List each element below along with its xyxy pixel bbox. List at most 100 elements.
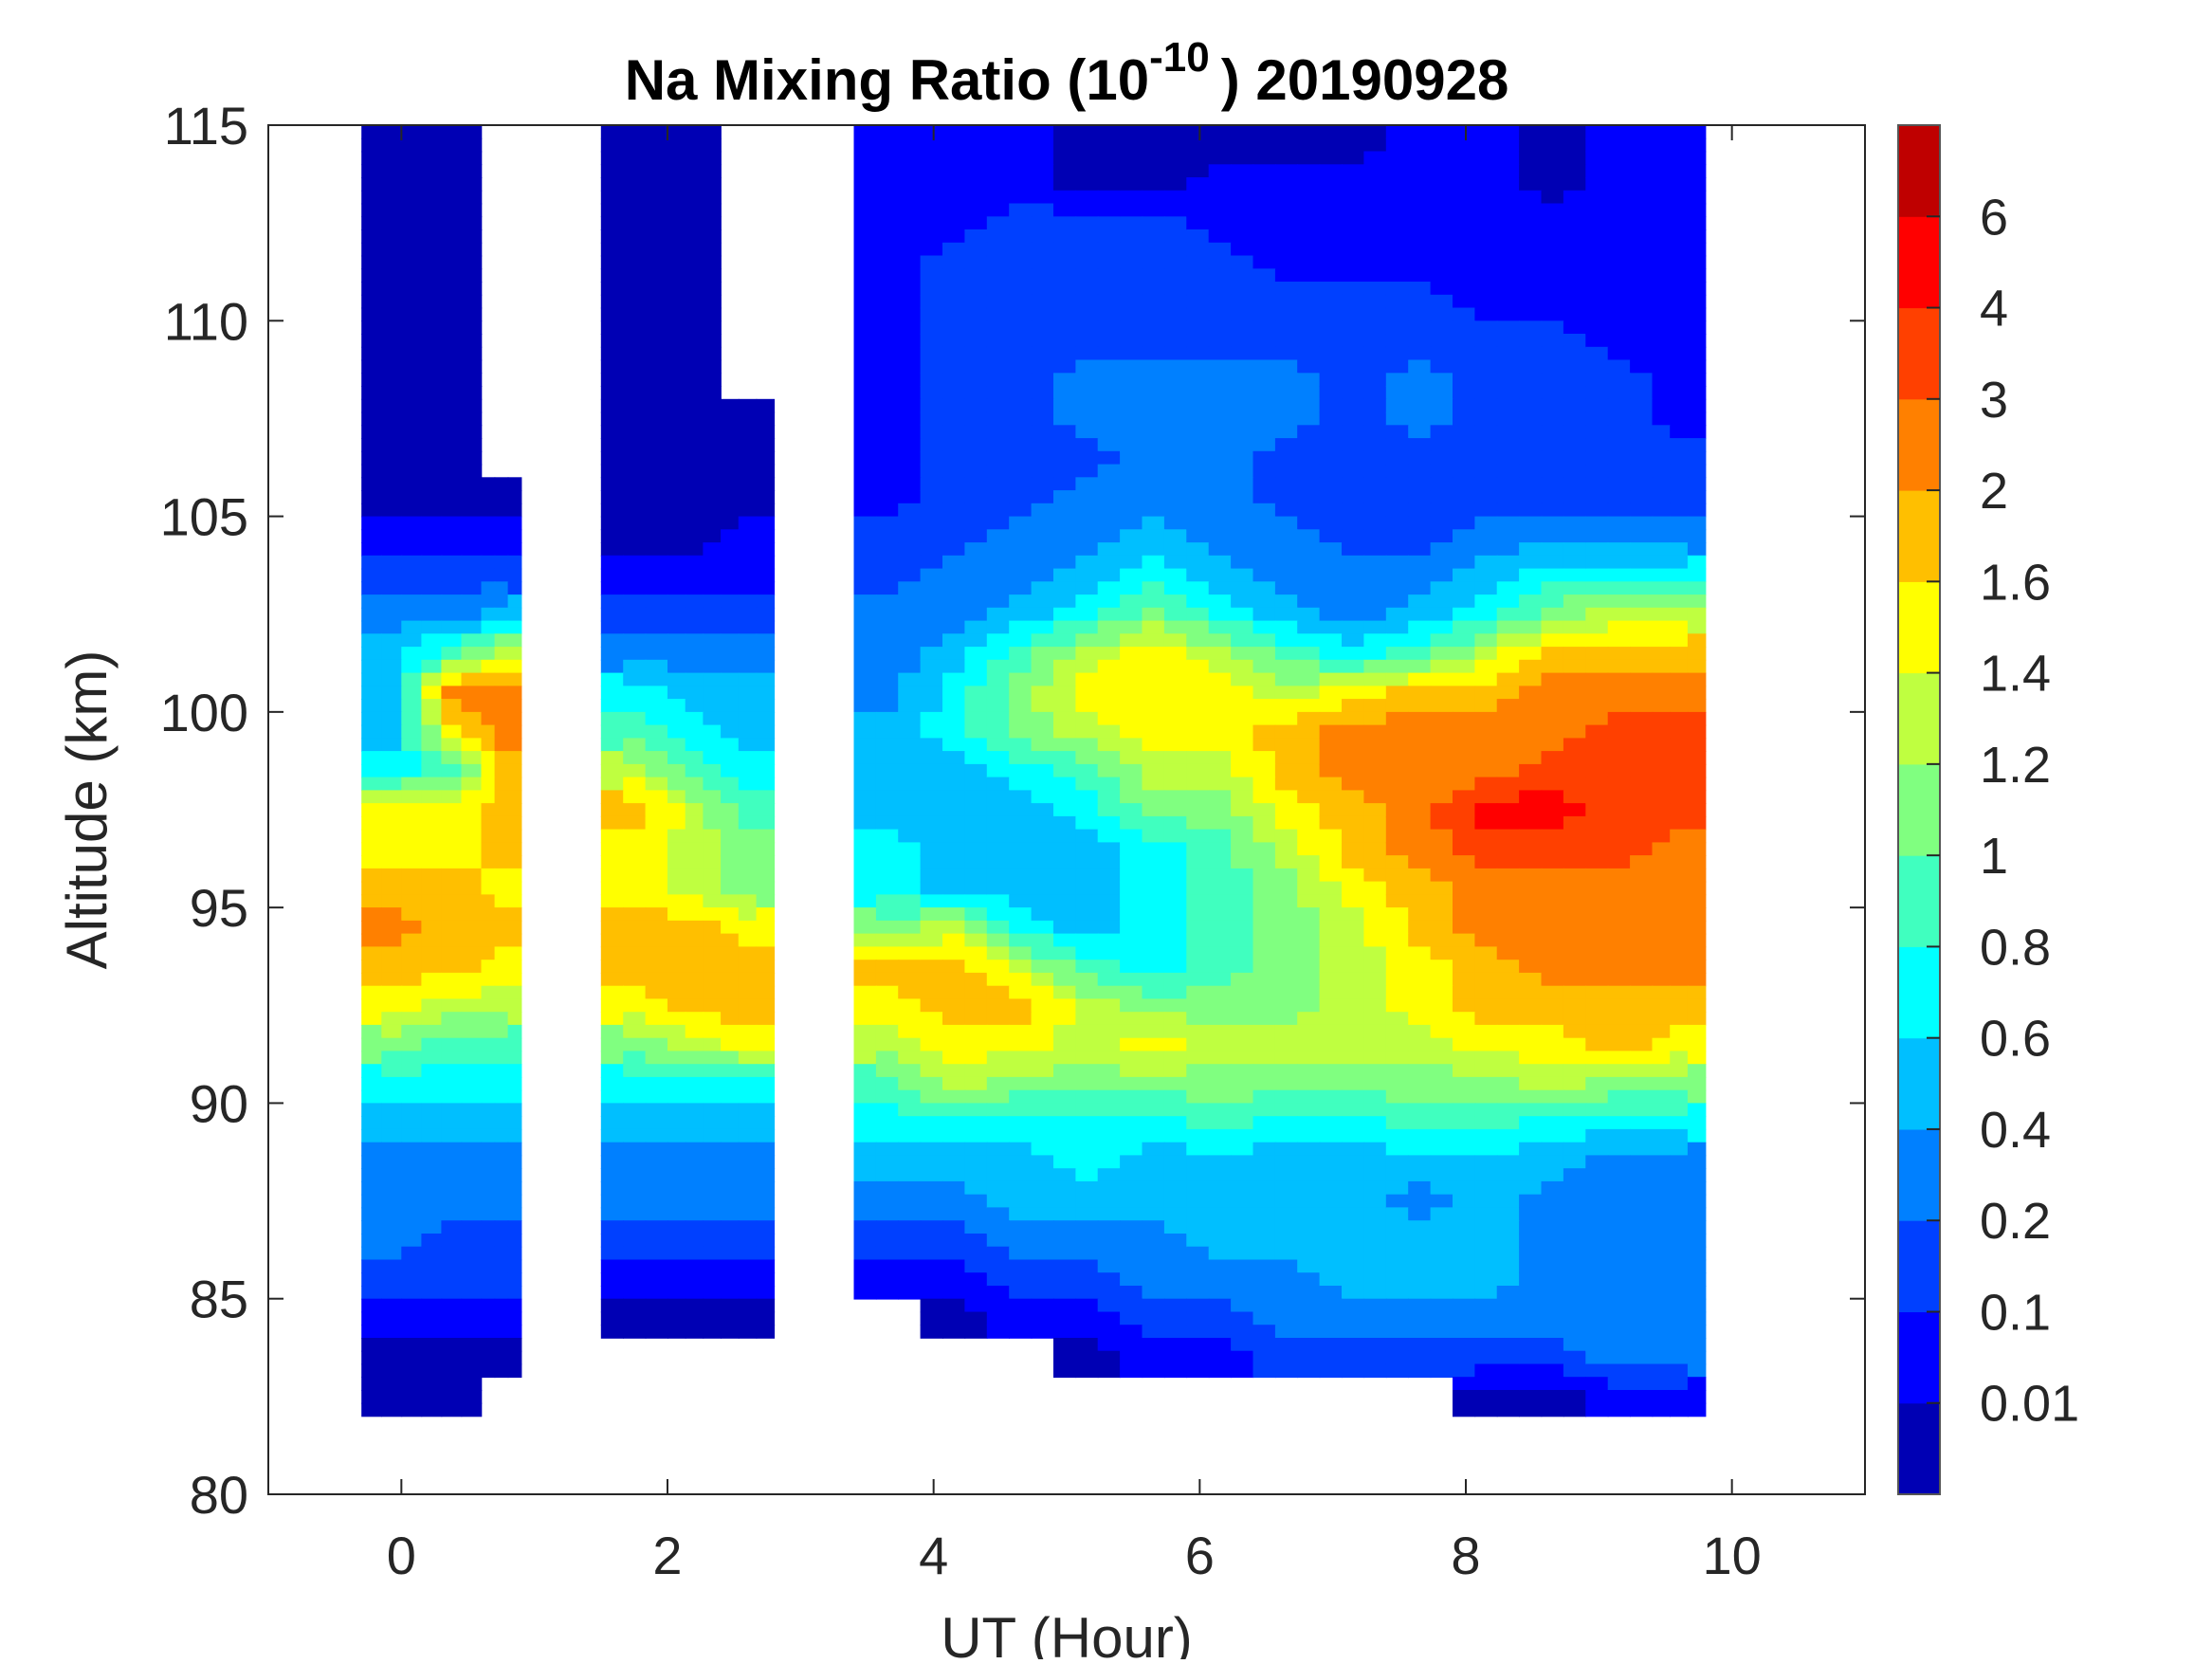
contour-cell	[600, 933, 624, 948]
contour-cell	[1363, 581, 1387, 595]
contour-cell	[1142, 137, 1165, 153]
contour-cell	[685, 607, 704, 622]
contour-cell	[1496, 294, 1520, 309]
contour-cell	[1208, 1024, 1232, 1039]
contour-cell	[986, 477, 1010, 491]
contour-cell	[1208, 229, 1232, 244]
contour-cell	[942, 1142, 966, 1157]
contour-cell	[1453, 960, 1476, 974]
contour-cell	[1053, 137, 1077, 153]
contour-cell	[685, 699, 704, 713]
contour-cell	[986, 620, 1010, 635]
contour-cell	[964, 359, 988, 375]
contour-cell	[875, 738, 900, 752]
contour-cell	[1563, 346, 1587, 361]
contour-cell	[685, 1207, 704, 1221]
contour-cell	[1163, 842, 1188, 856]
contour-cell	[1163, 320, 1188, 335]
contour-cell	[942, 1024, 966, 1039]
contour-cell	[1408, 477, 1432, 491]
contour-cell	[1342, 881, 1365, 896]
contour-cell	[1519, 1259, 1543, 1274]
contour-cell	[986, 1024, 1010, 1039]
contour-cell	[920, 881, 943, 896]
contour-cell	[441, 647, 463, 661]
contour-cell	[898, 438, 922, 452]
contour-cell	[401, 972, 423, 987]
contour-cell	[1053, 672, 1077, 687]
contour-cell	[600, 294, 624, 309]
contour-cell	[1563, 711, 1587, 726]
contour-cell	[898, 555, 922, 570]
contour-cell	[853, 190, 877, 205]
contour-cell	[1075, 790, 1099, 804]
contour-cell	[623, 855, 647, 869]
contour-cell	[1652, 842, 1671, 856]
contour-cell	[1385, 711, 1409, 726]
contour-cell	[667, 255, 686, 270]
contour-cell	[1453, 803, 1476, 817]
contour-cell	[1075, 1168, 1099, 1182]
contour-cell	[1585, 1272, 1609, 1287]
contour-cell	[1385, 1012, 1409, 1026]
contour-cell	[1186, 203, 1210, 218]
contour-cell	[1142, 960, 1165, 974]
contour-cell	[623, 320, 647, 335]
contour-cell	[964, 829, 988, 844]
contour-cell	[1097, 373, 1121, 387]
contour-cell	[623, 1024, 647, 1039]
contour-cell	[1652, 137, 1671, 153]
contour-cell	[1363, 568, 1387, 583]
contour-cell	[1408, 724, 1432, 740]
contour-cell	[1075, 307, 1099, 322]
contour-cell	[1687, 125, 1707, 139]
contour-cell	[703, 672, 722, 687]
contour-cell	[1342, 242, 1365, 257]
contour-cell	[1630, 960, 1654, 974]
contour-cell	[1297, 738, 1321, 752]
contour-cell	[1541, 425, 1564, 439]
contour-cell	[1053, 216, 1077, 230]
contour-cell	[1208, 1155, 1232, 1169]
contour-cell	[1252, 555, 1276, 570]
contour-cell	[1585, 1207, 1609, 1221]
contour-cell	[1630, 1234, 1654, 1248]
contour-cell	[1430, 1207, 1453, 1221]
contour-cell	[703, 529, 722, 543]
contour-cell	[685, 386, 704, 400]
contour-cell	[1453, 555, 1476, 570]
contour-cell	[1097, 398, 1121, 413]
contour-cell	[1319, 386, 1343, 400]
contour-cell	[1430, 594, 1453, 609]
contour-cell	[685, 216, 704, 230]
contour-cell	[920, 763, 943, 778]
contour-cell	[721, 555, 740, 570]
contour-cell	[507, 542, 522, 557]
contour-cell	[1453, 359, 1476, 375]
contour-cell	[875, 594, 900, 609]
contour-cell	[1053, 1220, 1077, 1234]
contour-cell	[1186, 920, 1210, 935]
contour-cell	[1496, 477, 1520, 491]
contour-cell	[1186, 594, 1210, 609]
contour-cell	[421, 711, 443, 726]
contour-cell	[667, 751, 686, 765]
contour-cell	[942, 555, 966, 570]
contour-cell	[1363, 516, 1387, 531]
contour-cell	[623, 359, 647, 375]
contour-cell	[1363, 985, 1387, 1000]
contour-cell	[1274, 190, 1299, 205]
contour-cell	[1363, 203, 1387, 218]
contour-cell	[1630, 1076, 1654, 1091]
contour-cell	[381, 125, 403, 139]
contour-cell	[1430, 203, 1453, 218]
contour-cell	[441, 334, 463, 348]
contour-cell	[942, 398, 966, 413]
contour-cell	[1342, 699, 1365, 713]
contour-cell	[1453, 763, 1476, 778]
contour-cell	[1163, 268, 1188, 283]
contour-cell	[1385, 829, 1409, 844]
contour-cell	[1385, 268, 1409, 283]
contour-cell	[1670, 620, 1689, 635]
contour-cell	[1097, 529, 1121, 543]
